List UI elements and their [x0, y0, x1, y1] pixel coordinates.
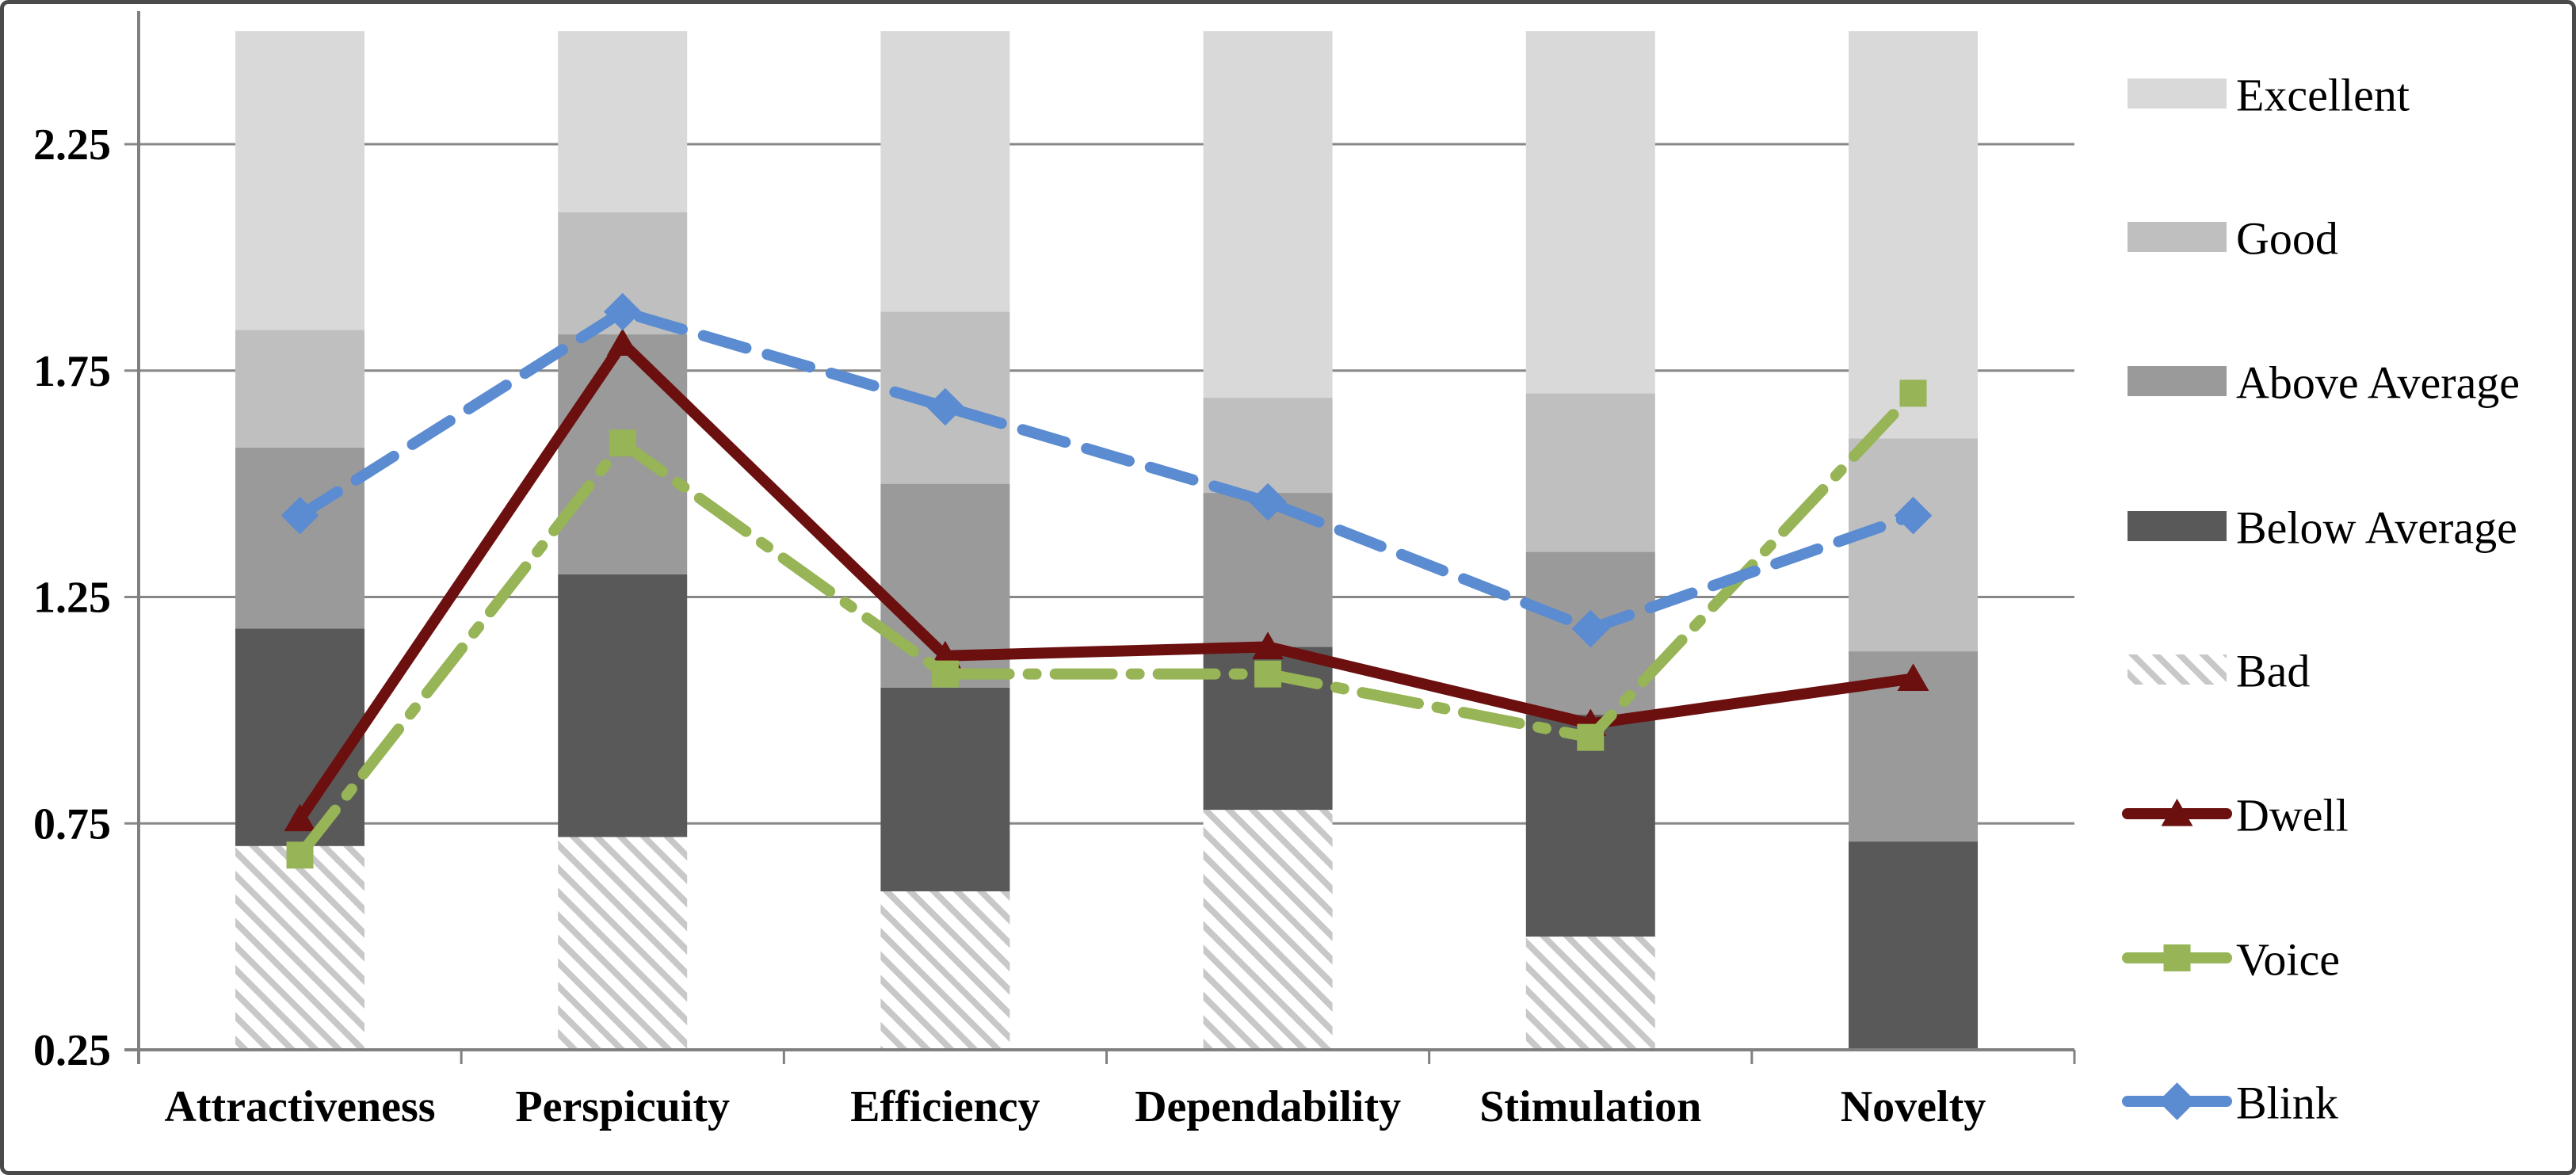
legend-item-good: Good [2128, 213, 2338, 265]
legend-item-blink: Blink [2122, 1078, 2338, 1129]
legend-swatch [2128, 511, 2227, 541]
marker-triangle [1897, 663, 1929, 691]
legend-label: Excellent [2236, 70, 2410, 121]
marker-diamond [280, 496, 319, 535]
legend-item-above-average: Above Average [2128, 357, 2520, 409]
band-bad [1203, 810, 1333, 1050]
band-above-average [235, 447, 364, 629]
legend-item-bad: Bad [2128, 646, 2310, 697]
y-tick-label: 1.25 [33, 574, 111, 623]
marker-diamond [2158, 1082, 2196, 1120]
band-good [1203, 398, 1333, 494]
legend-item-dwell: Dwell [2122, 790, 2349, 841]
category-label: Efficiency [850, 1082, 1040, 1131]
y-tick-label: 1.75 [33, 347, 111, 396]
band-excellent [1525, 31, 1655, 394]
category-label: Dependability [1135, 1082, 1401, 1131]
legend-label: Blink [2236, 1078, 2338, 1129]
legend-swatch [2128, 654, 2227, 685]
series-line [294, 387, 1919, 861]
legend-label: Voice [2236, 934, 2340, 986]
legend-label: Above Average [2236, 357, 2520, 409]
band-below-average [1849, 841, 1978, 1050]
band-bad [235, 845, 364, 1050]
legend-item-below-average: Below Average [2128, 502, 2517, 554]
marker-square [1254, 660, 1282, 688]
marker-triangle [606, 328, 639, 357]
legend-item-voice: Voice [2122, 934, 2340, 986]
series-blink [280, 292, 1933, 648]
legend-label: Bad [2236, 646, 2310, 697]
band-excellent [880, 31, 1010, 312]
band-good [1849, 438, 1978, 652]
marker-square [609, 429, 636, 457]
band-bad [558, 837, 688, 1050]
marker-square [931, 660, 959, 688]
series-line [294, 338, 1919, 825]
y-tick-label: 2.25 [33, 120, 111, 170]
legend-label: Below Average [2236, 502, 2517, 554]
y-tick-label: 0.75 [33, 799, 111, 849]
category-label: Attractiveness [164, 1082, 435, 1131]
marker-diamond [1249, 483, 1287, 521]
legend: Excellent Good Above Average Below Average B… [2122, 70, 2520, 1129]
category-label: Stimulation [1479, 1082, 1701, 1131]
marker-diamond [603, 292, 642, 331]
band-bad [880, 891, 1010, 1050]
marker-square [1577, 723, 1605, 751]
marker-triangle [284, 803, 316, 832]
y-axis-labels: 0.25 0.75 1.25 1.75 2.25 [33, 120, 111, 1075]
legend-swatch [2128, 222, 2227, 252]
series-voice [286, 380, 1927, 869]
band-good [235, 330, 364, 448]
legend-swatch [2128, 78, 2227, 109]
legend-label: Good [2236, 213, 2338, 265]
category-label: Perspicuity [515, 1082, 730, 1131]
band-excellent [1203, 31, 1333, 399]
marker-square [286, 841, 314, 869]
band-excellent [558, 31, 688, 212]
series-line [294, 306, 1919, 635]
x-axis-labels: Attractiveness Perspicuity Efficiency Depen… [164, 1082, 1986, 1131]
band-bad [1525, 937, 1655, 1050]
marker-diamond [926, 387, 964, 426]
marker-triangle [1252, 631, 1284, 659]
y-tick-label: 0.25 [33, 1026, 111, 1075]
band-below-average [880, 687, 1010, 891]
legend-label: Dwell [2236, 790, 2349, 841]
category-label: Novelty [1841, 1082, 1986, 1131]
band-below-average [558, 574, 688, 837]
band-below-average [1525, 715, 1655, 937]
marker-square [1899, 380, 1927, 407]
marker-square [2163, 944, 2191, 971]
axes [124, 11, 2076, 1064]
legend-swatch [2128, 366, 2227, 396]
marker-triangle [2161, 799, 2193, 826]
legend-item-excellent: Excellent [2128, 70, 2410, 121]
marker-diamond [1894, 496, 1933, 535]
band-good [1525, 393, 1655, 552]
band-excellent [1849, 31, 1978, 439]
marker-diamond [1571, 609, 1610, 648]
band-excellent [235, 31, 364, 330]
